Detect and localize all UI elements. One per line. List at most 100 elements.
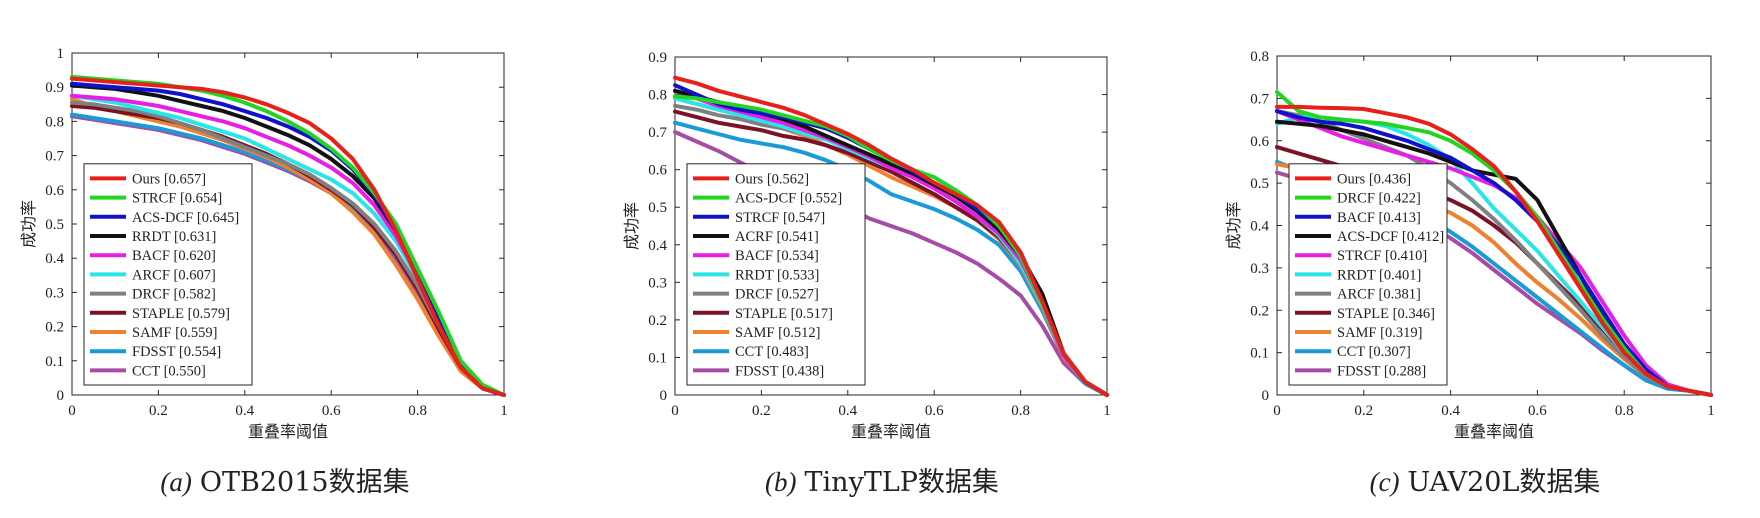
x-tick-label: 0.6 — [925, 403, 944, 419]
legend-label: FDSST [0.554] — [132, 344, 221, 360]
y-tick-label: 0.7 — [45, 149, 64, 165]
x-tick-label: 0 — [1273, 403, 1281, 419]
legend-label: STRCF [0.410] — [1337, 248, 1427, 264]
x-axis-label: 重叠率阈值 — [1454, 423, 1534, 441]
legend-label: Ours [0.436] — [1337, 171, 1411, 187]
x-tick-label: 0 — [671, 403, 679, 419]
legend-label: CCT [0.307] — [1337, 344, 1411, 360]
series-line-samf — [70, 97, 506, 397]
y-tick-label: 0.1 — [1250, 346, 1269, 362]
x-tick-label: 1 — [1103, 403, 1111, 419]
series-line-ours — [673, 75, 1109, 397]
legend-label: SAMF [0.319] — [1337, 325, 1422, 341]
subfigure-caption: (b) TinyTLP数据集 — [765, 467, 999, 498]
y-tick-label: 0.5 — [45, 217, 64, 233]
subfigure-caption: (a) OTB2015数据集 — [160, 467, 409, 498]
x-tick-label: 1 — [500, 403, 508, 419]
y-tick-label: 0.4 — [45, 251, 64, 267]
legend-label: Ours [0.657] — [132, 171, 206, 187]
caption-text: UAV20L数据集 — [1408, 467, 1601, 498]
series-line-acs-dcf — [70, 81, 506, 397]
y-tick-label: 0.2 — [1250, 303, 1269, 319]
y-tick-label: 0.2 — [45, 320, 64, 336]
y-tick-label: 0 — [1262, 388, 1270, 404]
x-axis-label: 重叠率阈值 — [851, 423, 931, 441]
legend-label: ACRF [0.541] — [735, 229, 819, 245]
legend-label: FDSST [0.438] — [735, 363, 824, 379]
y-tick-label: 0.9 — [648, 50, 667, 66]
y-tick-label: 0.3 — [45, 285, 64, 301]
series-lines — [1275, 90, 1713, 397]
y-tick-label: 0.3 — [648, 275, 667, 291]
legend-label: RRDT [0.631] — [132, 229, 216, 245]
y-tick-label: 0.8 — [45, 114, 64, 130]
legend-label: ACS-DCF [0.412] — [1337, 229, 1444, 245]
y-tick-label: 0 — [57, 388, 65, 404]
legend-label: DRCF [0.582] — [132, 287, 216, 303]
x-tick-label: 0.4 — [235, 403, 254, 419]
series-lines — [673, 75, 1109, 397]
y-tick-label: 0.1 — [45, 354, 64, 370]
y-axis-label: 成功率 — [20, 200, 38, 248]
y-tick-label: 0.5 — [1250, 176, 1269, 192]
legend-label: STRCF [0.654] — [132, 191, 222, 207]
y-tick-label: 0.4 — [648, 238, 667, 254]
x-tick-label: 1 — [1707, 403, 1715, 419]
legend-label: STAPLE [0.346] — [1337, 306, 1435, 322]
x-tick-label: 0.8 — [1011, 403, 1030, 419]
y-tick-label: 0.8 — [1250, 49, 1269, 65]
x-tick-label: 0.8 — [1615, 403, 1634, 419]
x-tick-label: 0.8 — [408, 403, 427, 419]
legend: Ours [0.562] ACS-DCF [0.552] STRCF [0.547]… — [686, 163, 866, 386]
series-line-ours — [70, 76, 506, 397]
y-tick-label: 0 — [660, 388, 668, 404]
x-tick-label: 0 — [68, 403, 76, 419]
legend-label: CCT [0.483] — [735, 344, 809, 360]
y-tick-label: 0.6 — [45, 183, 64, 199]
legend-label: CCT [0.550] — [132, 363, 206, 379]
legend-label: RRDT [0.401] — [1337, 267, 1421, 283]
x-axis-label: 重叠率阈值 — [248, 423, 328, 441]
y-axis-label: 成功率 — [623, 202, 641, 250]
x-tick-label: 0.6 — [1528, 403, 1547, 419]
y-tick-label: 0.8 — [648, 88, 667, 104]
x-tick-label: 0.6 — [322, 403, 341, 419]
series-lines — [70, 74, 506, 397]
x-tick-label: 0.2 — [149, 403, 168, 419]
legend-label: ARCF [0.607] — [132, 267, 216, 283]
legend-label: Ours [0.562] — [735, 171, 809, 187]
y-tick-label: 1 — [57, 46, 65, 62]
chart-panel-3: 0 0.2 0.4 0.6 0.8 1 0 0.1 0.2 0.3 0.4 0.5 0.6 0.7 0.8 重… — [1225, 49, 1715, 498]
legend-label: SAMF [0.512] — [735, 325, 820, 341]
y-tick-label: 0.7 — [648, 125, 667, 141]
caption-text: TinyTLP数据集 — [805, 467, 999, 498]
legend-label: STRCF [0.547] — [735, 210, 825, 226]
legend: Ours [0.436] DRCF [0.422] BACF [0.413] ACS-… — [1288, 163, 1448, 386]
caption-prefix: (b) — [765, 467, 796, 497]
legend-label: BACF [0.620] — [132, 248, 216, 264]
x-tick-label: 0.2 — [752, 403, 771, 419]
legend-label: FDSST [0.288] — [1337, 363, 1426, 379]
y-tick-label: 0.4 — [1250, 219, 1269, 235]
x-tick-label: 0.4 — [1441, 403, 1460, 419]
legend-label: ACS-DCF [0.645] — [132, 210, 239, 226]
caption-prefix: (c) — [1370, 467, 1400, 497]
legend-label: STAPLE [0.517] — [735, 306, 833, 322]
legend-label: STAPLE [0.579] — [132, 306, 230, 322]
caption-text: OTB2015数据集 — [200, 467, 410, 498]
legend-label: DRCF [0.422] — [1337, 191, 1421, 207]
y-tick-label: 0.7 — [1250, 91, 1269, 107]
chart-panel-1: 0 0.2 0.4 0.6 0.8 1 0 0.1 0.2 0.3 0.4 0.5 0.6 0.7 0.8 0… — [20, 46, 508, 498]
x-tick-label: 0.4 — [838, 403, 857, 419]
y-tick-label: 0.9 — [45, 80, 64, 96]
legend-label: ACS-DCF [0.552] — [735, 191, 842, 207]
y-tick-label: 0.5 — [648, 200, 667, 216]
legend-label: RRDT [0.533] — [735, 267, 819, 283]
legend-label: SAMF [0.559] — [132, 325, 217, 341]
y-axis-label: 成功率 — [1225, 201, 1243, 249]
series-line-bacf — [1275, 109, 1713, 397]
legend-label: DRCF [0.527] — [735, 287, 819, 303]
y-tick-label: 0.1 — [648, 350, 667, 366]
legend-label: BACF [0.534] — [735, 248, 819, 264]
